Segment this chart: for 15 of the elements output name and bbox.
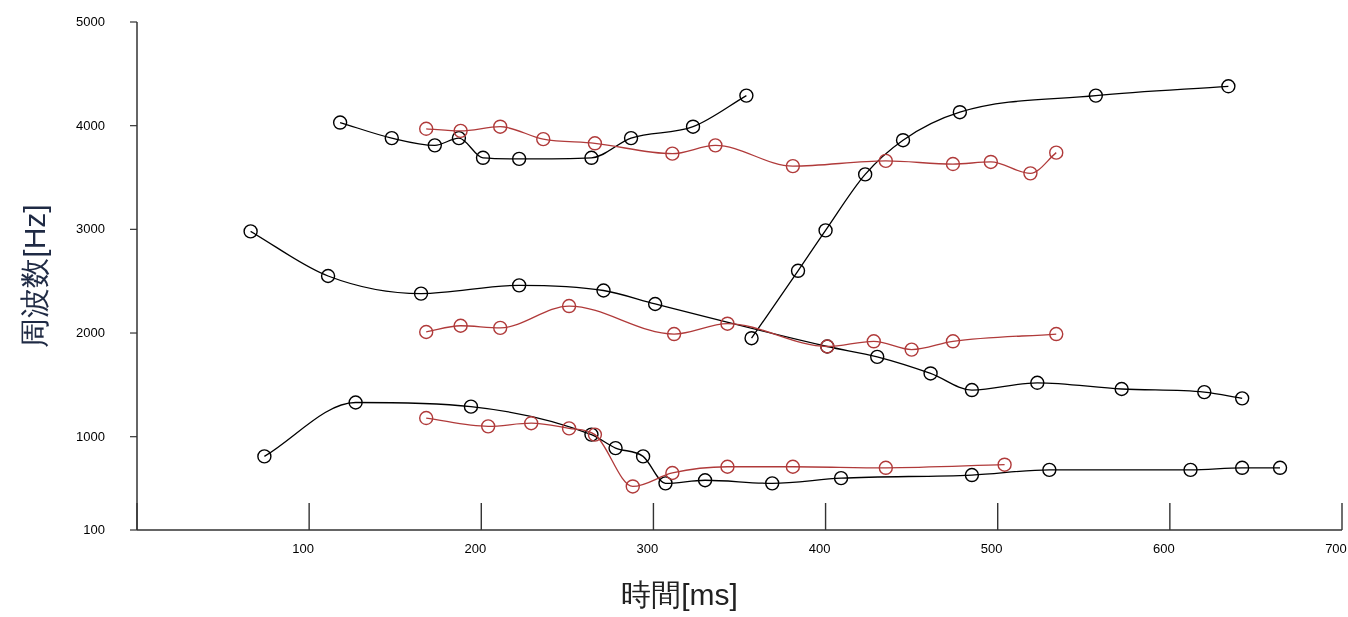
y-tick-label: 1000 <box>76 428 105 444</box>
x-tick-label: 100 <box>292 541 314 556</box>
x-tick-label: 500 <box>980 541 1003 556</box>
y-tick-label: 2000 <box>76 325 105 341</box>
x-tick-label: 400 <box>808 541 831 556</box>
x-axis-title: 時間[ms] <box>621 578 738 611</box>
y-tick-label: 3000 <box>76 221 105 237</box>
x-tick-label: 300 <box>636 541 659 556</box>
y-tick-label: 100 <box>83 522 105 537</box>
y-tick-label: 4000 <box>76 117 105 133</box>
y-tick-label: 5000 <box>76 14 105 29</box>
x-tick-label: 700 <box>1325 541 1347 556</box>
x-tick-label: 600 <box>1153 541 1175 556</box>
y-axis-title: 周波数[Hz] <box>18 204 51 348</box>
x-tick-label: 200 <box>464 541 487 556</box>
